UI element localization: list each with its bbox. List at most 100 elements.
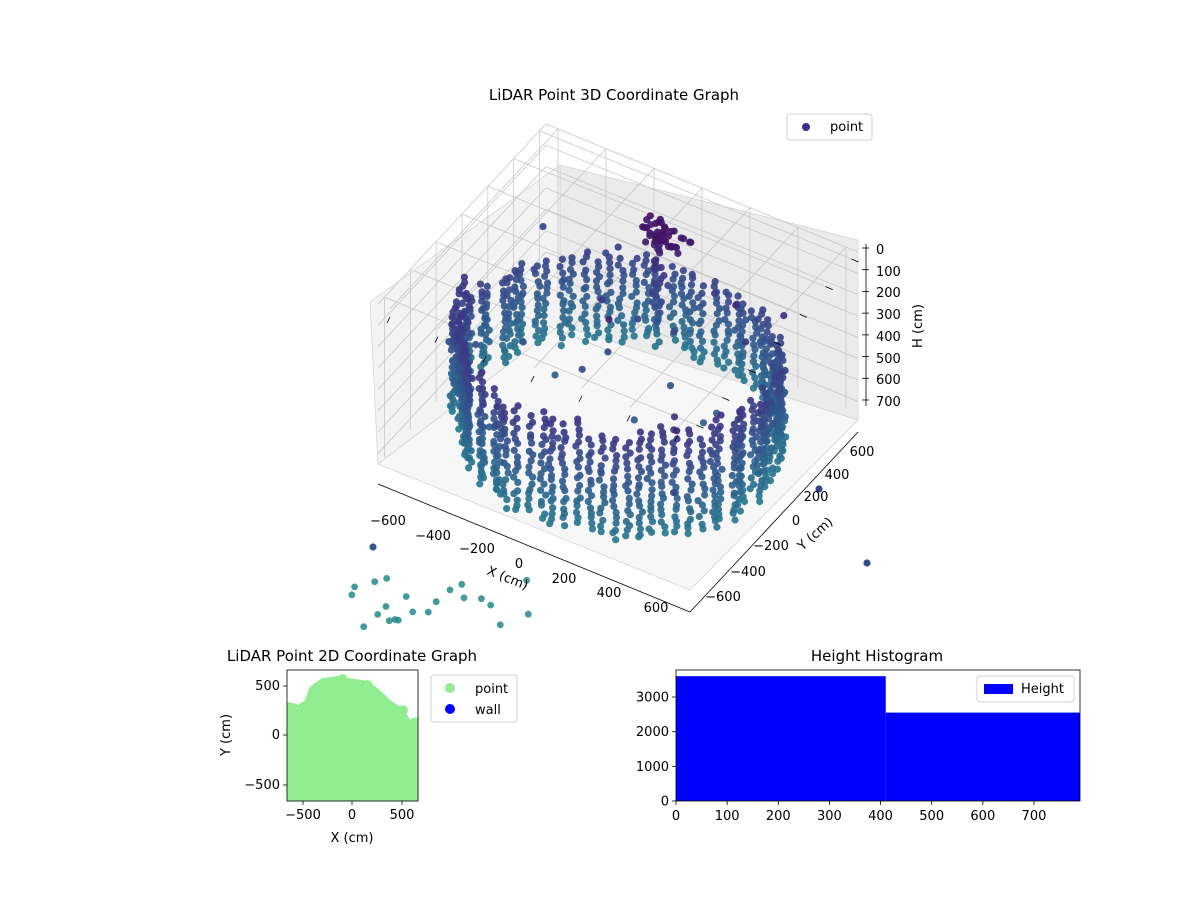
cloud-point	[690, 353, 698, 361]
cloud-point	[540, 480, 548, 488]
cloud-point	[581, 302, 589, 311]
cloud-point	[709, 486, 717, 494]
cloud-point	[477, 463, 485, 471]
cloud-point	[601, 454, 609, 462]
cloud-point	[448, 313, 456, 321]
cloud-point	[774, 415, 782, 423]
cloud-point	[680, 329, 688, 337]
cloud-point	[534, 339, 542, 347]
cloud-point	[477, 341, 485, 349]
cloud-point	[686, 238, 694, 246]
cloud-point	[481, 390, 489, 399]
cloud-point	[773, 437, 781, 445]
cloud-point	[561, 465, 569, 473]
cloud-point	[635, 481, 643, 489]
cloud-point	[556, 291, 564, 299]
cloud-point	[713, 523, 721, 531]
cloud-point	[479, 449, 487, 457]
cloud-point	[639, 223, 647, 231]
legend-3d: point	[786, 113, 873, 141]
x-tick-3d: 200	[552, 572, 577, 587]
cloud-point	[712, 321, 721, 329]
cloud-point	[737, 305, 745, 313]
cloud-point	[736, 507, 745, 515]
cloud-point	[464, 454, 472, 462]
cloud-point	[510, 407, 518, 415]
cloud-point	[561, 522, 569, 530]
cloud-point	[649, 288, 657, 296]
cloud-point	[606, 303, 615, 311]
cloud-point	[597, 467, 605, 475]
cloud-point	[594, 258, 602, 266]
cloud-point	[762, 345, 771, 353]
cloud-point	[539, 294, 547, 302]
cloud-point	[612, 536, 620, 544]
cloud-point	[716, 483, 725, 491]
cloud-point	[628, 292, 636, 301]
cloud-point	[610, 502, 618, 510]
cloud-point	[475, 374, 483, 382]
cloud-point	[684, 530, 692, 538]
cloud-point	[465, 414, 473, 422]
cloud-point	[738, 451, 746, 459]
cloud-point	[686, 316, 694, 324]
cloud-point	[537, 459, 545, 467]
cloud-point	[646, 452, 654, 460]
cloud-point	[711, 492, 719, 500]
cloud-point	[511, 435, 519, 443]
cloud-point	[605, 315, 613, 324]
cloud-point	[673, 501, 681, 509]
cloud-point	[740, 420, 748, 428]
cloud-point	[734, 292, 742, 300]
cloud-point	[669, 322, 677, 330]
cloud-point	[666, 382, 675, 390]
cloud-point	[758, 477, 766, 485]
cloud-point	[685, 426, 693, 434]
cloud-point	[634, 315, 642, 323]
cloud-point	[636, 525, 645, 533]
cloud-point	[465, 424, 473, 432]
cloud-point	[747, 307, 755, 315]
cloud-point	[525, 447, 533, 455]
cloud-point	[597, 462, 605, 470]
legend-histogram-swatch	[984, 684, 1013, 694]
cloud-point	[622, 517, 630, 526]
cloud-point	[611, 526, 620, 535]
cloud-point	[632, 277, 640, 285]
grid-line	[629, 227, 799, 408]
cloud-point	[549, 504, 557, 512]
cloud-point	[525, 469, 533, 477]
cloud-point	[649, 298, 657, 306]
cloud-point	[713, 356, 721, 364]
grid-line	[377, 166, 859, 347]
cloud-point	[762, 400, 770, 408]
cloud-point	[606, 259, 614, 267]
cloud-point	[604, 348, 612, 356]
cloud-point	[732, 301, 740, 309]
cloud-point	[662, 238, 670, 246]
cloud-point	[673, 494, 681, 502]
cloud-point	[609, 445, 617, 453]
cloud-point	[661, 529, 669, 537]
cloud-point	[756, 400, 765, 408]
plot-frame-2d	[286, 669, 419, 802]
cloud-point	[687, 288, 695, 296]
cloud-point	[453, 337, 461, 345]
cloud-point	[559, 483, 567, 491]
cloud-point	[542, 491, 550, 499]
cloud-point	[448, 407, 456, 415]
cloud-point	[610, 481, 618, 489]
cloud-point	[689, 299, 697, 307]
cloud-point	[465, 295, 473, 303]
cloud-point	[712, 416, 720, 424]
cloud-point	[478, 288, 486, 296]
cloud-point	[756, 467, 764, 476]
cloud-point	[620, 321, 628, 329]
cloud-point	[579, 258, 587, 266]
cloud-point	[636, 531, 644, 539]
cloud-point	[731, 432, 739, 440]
x-tick-mark-3d	[578, 395, 583, 402]
cloud-point	[699, 310, 707, 318]
cloud-point	[746, 485, 754, 493]
cloud-point	[648, 492, 656, 500]
